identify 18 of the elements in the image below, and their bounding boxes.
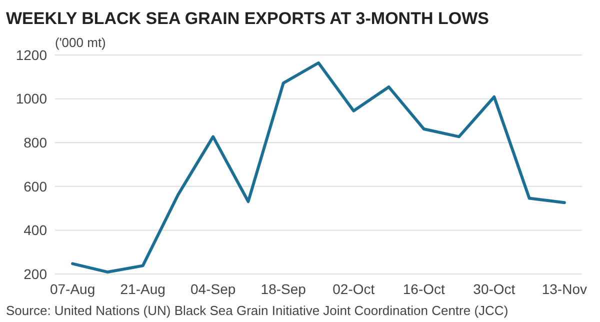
chart-title: WEEKLY BLACK SEA GRAIN EXPORTS AT 3-MONTH LOWS: [6, 9, 489, 28]
x-tick-label: 18-Sep: [260, 281, 306, 297]
y-tick-label: 200: [24, 266, 48, 282]
y-tick-label: 800: [24, 134, 48, 150]
x-tick-label: 13-Nov: [542, 281, 588, 297]
y-tick-label: 600: [24, 178, 48, 194]
x-tick-label: 21-Aug: [120, 281, 166, 297]
y-tick-label: 1200: [16, 46, 48, 63]
x-tick-label: 07-Aug: [50, 281, 96, 297]
x-tick-label: 30-Oct: [473, 281, 516, 297]
y-tick-label: 1000: [16, 90, 48, 107]
x-tick-label: 02-Oct: [332, 281, 375, 297]
x-tick-label: 04-Sep: [190, 281, 236, 297]
y-tick-label: 400: [24, 222, 48, 238]
x-tick-label: 16-Oct: [402, 281, 446, 297]
line-series: [71, 61, 566, 274]
y-axis-title: ('000 mt): [55, 35, 106, 50]
source-note: Source: United Nations (UN) Black Sea Grain Initiative Joint Coordination Centre (JCC): [6, 303, 508, 318]
